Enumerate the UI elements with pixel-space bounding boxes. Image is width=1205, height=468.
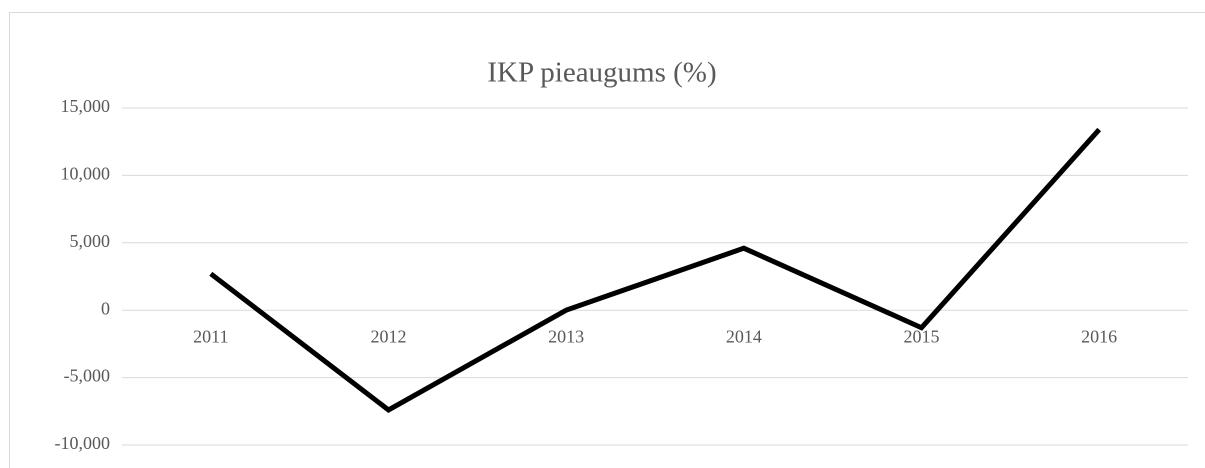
x-tick-label: 2014 <box>726 326 762 346</box>
y-tick-label: 10,000 <box>61 164 111 184</box>
y-tick-label: 0 <box>101 298 110 318</box>
x-tick-label: 2011 <box>193 326 228 346</box>
chart-title: IKP pieaugums (%) <box>487 57 716 89</box>
x-tick-label: 2012 <box>371 326 407 346</box>
line <box>209 127 1102 413</box>
chart-border <box>9 12 1205 468</box>
x-tick-label: 2015 <box>904 326 940 346</box>
y-tick-label: 5,000 <box>70 231 111 251</box>
x-tick-label: 2016 <box>1081 326 1117 346</box>
y-tick-label: -5,000 <box>64 366 111 386</box>
y-tick-label: -10,000 <box>55 433 111 453</box>
y-tick-label: 15,000 <box>61 96 111 116</box>
x-tick-label: 2013 <box>548 326 584 346</box>
